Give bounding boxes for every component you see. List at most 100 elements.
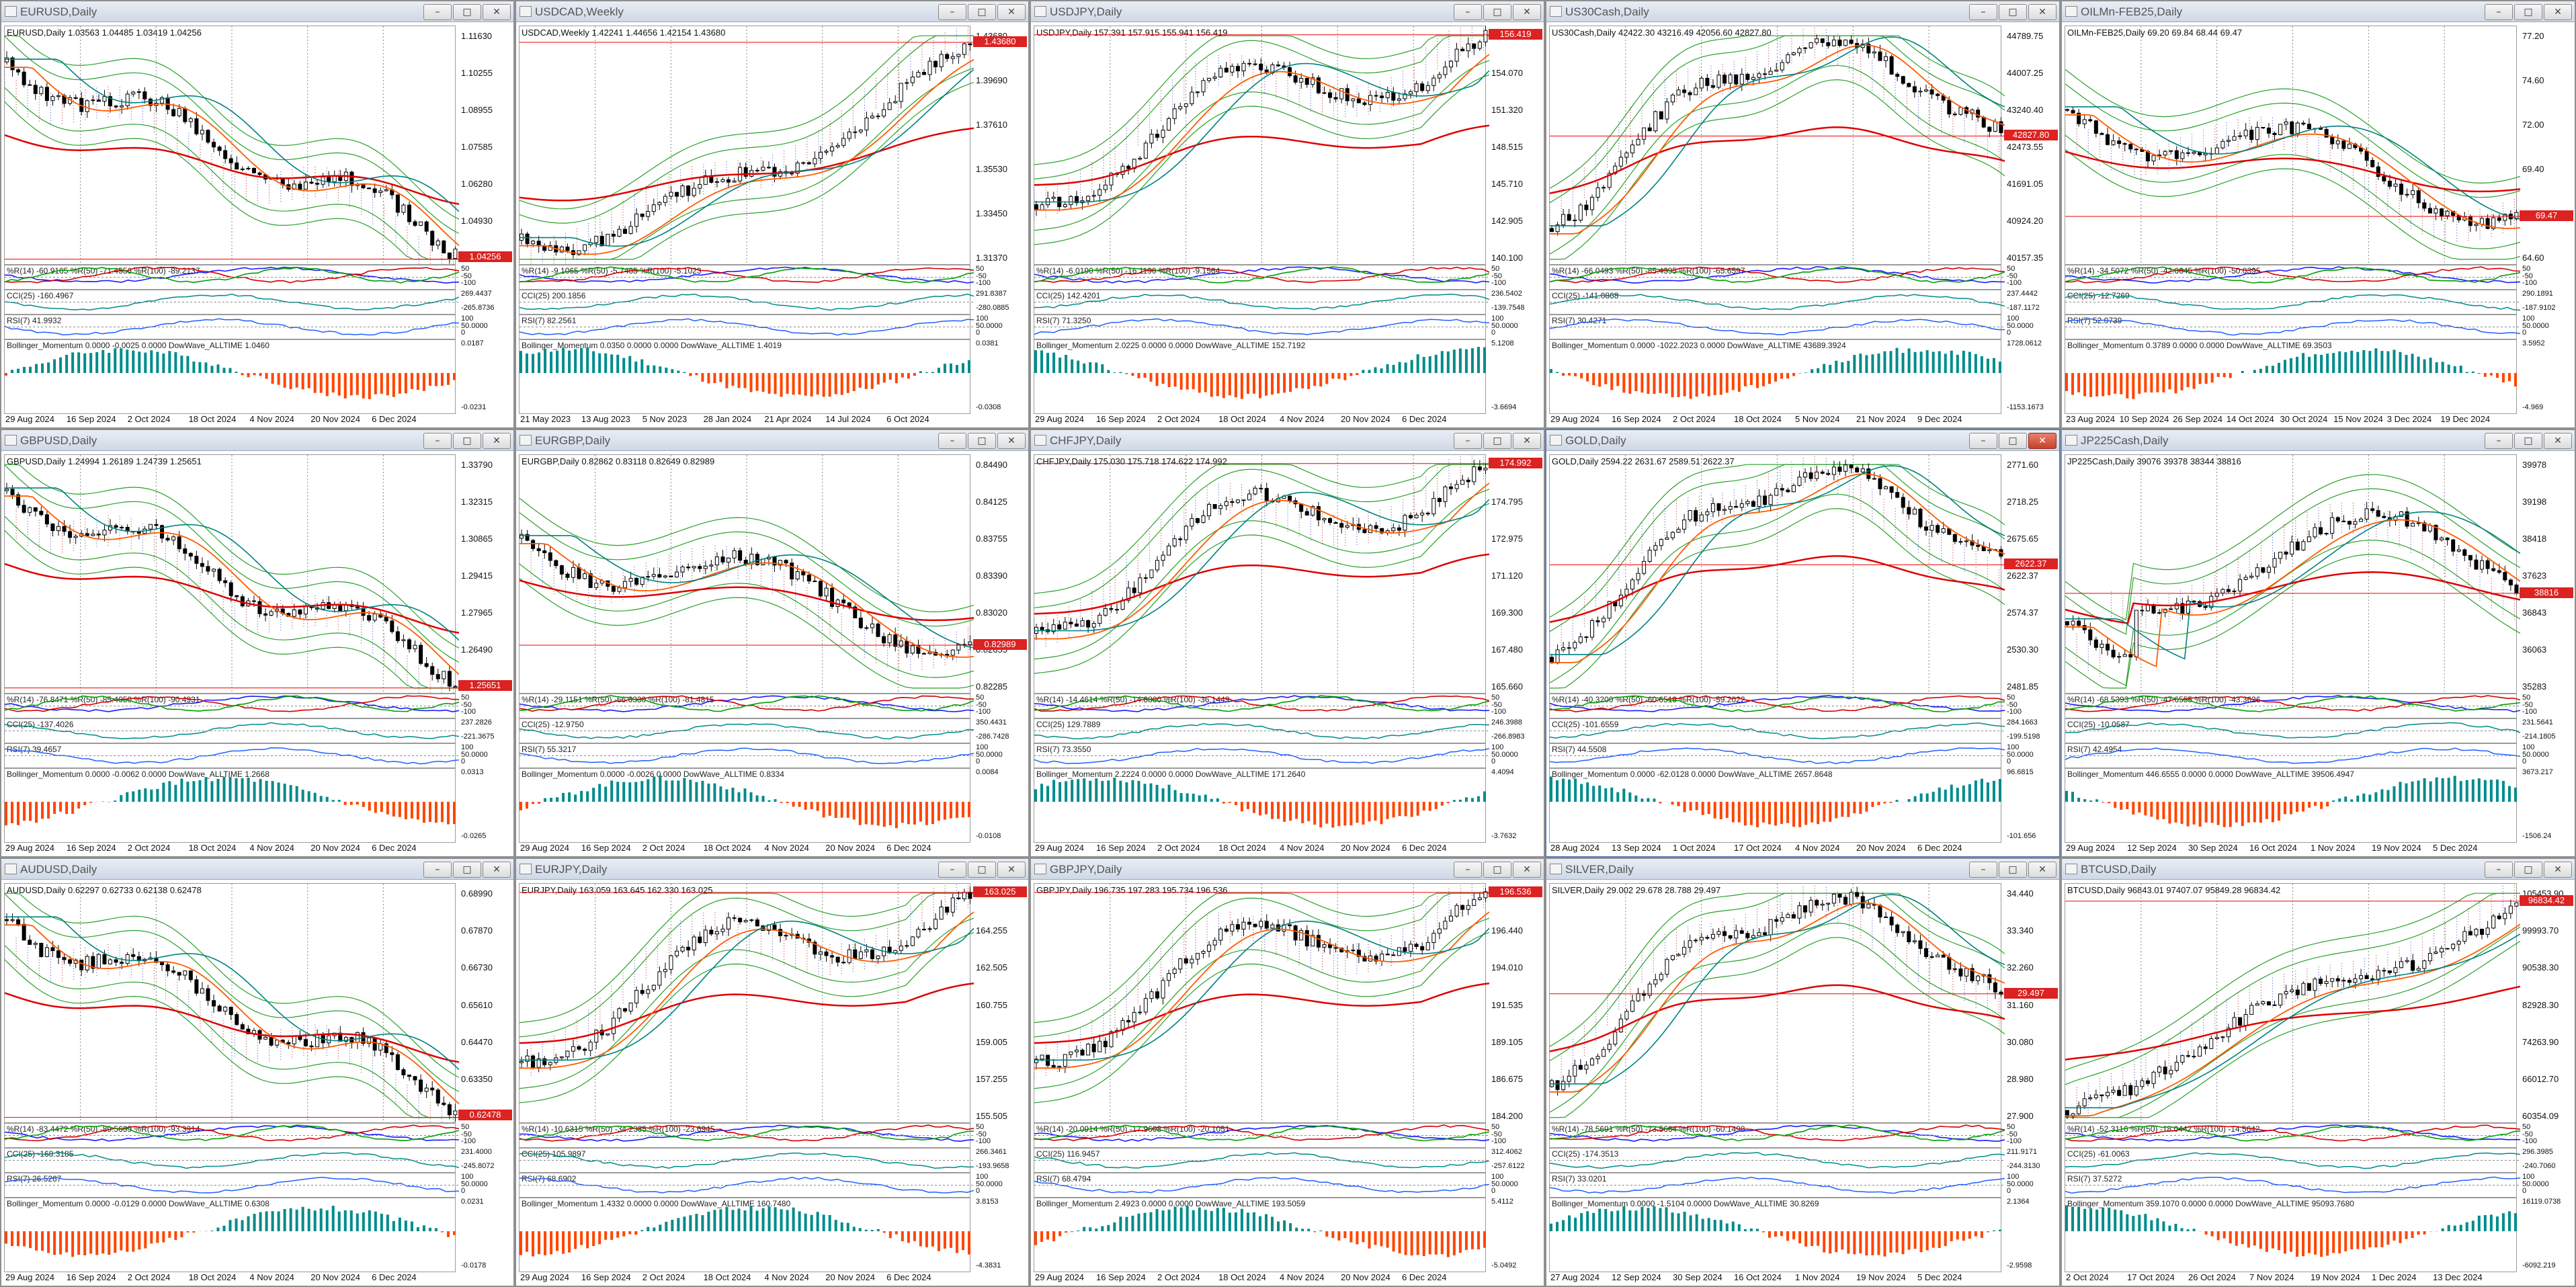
cci-pane[interactable]: CCI(25) -141.0868 bbox=[1549, 290, 2005, 315]
close-button[interactable]: ✕ bbox=[2028, 4, 2056, 20]
rsi-pane[interactable]: RSI(7) 44.5508 bbox=[1549, 743, 2005, 768]
close-button[interactable]: ✕ bbox=[2544, 862, 2572, 878]
minimize-button[interactable]: – bbox=[938, 862, 966, 878]
minimize-button[interactable]: – bbox=[2485, 433, 2513, 449]
momentum-pane[interactable]: Bollinger_Momentum 446.6555 0.0000 0.000… bbox=[2065, 768, 2517, 843]
rsi-pane[interactable]: RSI(7) 30.4271 bbox=[1549, 315, 2005, 339]
chart-window-audusd[interactable]: AUDUSD,Daily – □ ✕ AUDUSD,Daily 0.62297 0.62… bbox=[0, 858, 515, 1287]
close-button[interactable]: ✕ bbox=[1513, 433, 1541, 449]
williams-r-pane[interactable]: %R(14) -34.5072 %R(50) -42.6645 %R(100) … bbox=[2065, 265, 2520, 290]
window-titlebar[interactable]: EURJPY,Daily – □ ✕ bbox=[516, 859, 1028, 880]
momentum-pane[interactable]: Bollinger_Momentum 0.0000 -1022.2023 0.0… bbox=[1549, 339, 2001, 414]
restore-button[interactable]: □ bbox=[968, 862, 996, 878]
minimize-button[interactable]: – bbox=[1969, 4, 1997, 20]
price-chart[interactable]: EURJPY,Daily 163.059 163.645 162.330 163… bbox=[519, 883, 974, 1123]
cci-pane[interactable]: CCI(25) -174.3513 bbox=[1549, 1148, 2005, 1173]
price-chart[interactable]: USDCAD,Weekly 1.42241 1.44656 1.42154 1.… bbox=[519, 26, 974, 265]
cci-pane[interactable]: CCI(25) 142.4201 bbox=[1034, 290, 1489, 315]
momentum-pane[interactable]: Bollinger_Momentum 0.0000 -0.0026 0.0000… bbox=[519, 768, 970, 843]
restore-button[interactable]: □ bbox=[2514, 862, 2542, 878]
window-titlebar[interactable]: EURUSD,Daily – □ ✕ bbox=[1, 1, 513, 22]
price-chart[interactable]: SILVER,Daily 29.002 29.678 28.788 29.497 bbox=[1549, 883, 2005, 1123]
cci-pane[interactable]: CCI(25) 116.9457 bbox=[1034, 1148, 1489, 1173]
price-chart[interactable]: USDJPY,Daily 157.391 157.915 155.941 156… bbox=[1034, 26, 1489, 265]
rsi-pane[interactable]: RSI(7) 71.3250 bbox=[1034, 315, 1489, 339]
window-titlebar[interactable]: GBPJPY,Daily – □ ✕ bbox=[1031, 859, 1544, 880]
momentum-pane[interactable]: Bollinger_Momentum 2.0225 0.0000 0.0000 … bbox=[1034, 339, 1486, 414]
minimize-button[interactable]: – bbox=[423, 862, 452, 878]
rsi-pane[interactable]: RSI(7) 39.4657 bbox=[4, 743, 459, 768]
chart-window-usdjpy[interactable]: USDJPY,Daily – □ ✕ USDJPY,Daily 157.391 157.… bbox=[1030, 0, 1545, 429]
cci-pane[interactable]: CCI(25) -10.0587 bbox=[2065, 718, 2520, 743]
restore-button[interactable]: □ bbox=[453, 4, 481, 20]
momentum-pane[interactable]: Bollinger_Momentum 0.0000 -0.0129 0.0000… bbox=[4, 1198, 456, 1272]
restore-button[interactable]: □ bbox=[1483, 433, 1511, 449]
minimize-button[interactable]: – bbox=[423, 4, 452, 20]
momentum-pane[interactable]: Bollinger_Momentum 2.2224 0.0000 0.0000 … bbox=[1034, 768, 1486, 843]
close-button[interactable]: ✕ bbox=[2028, 862, 2056, 878]
restore-button[interactable]: □ bbox=[2514, 433, 2542, 449]
momentum-pane[interactable]: Bollinger_Momentum 2.4923 0.0000 0.0000 … bbox=[1034, 1198, 1486, 1272]
price-chart[interactable]: EURGBP,Daily 0.82862 0.83118 0.82649 0.8… bbox=[519, 454, 974, 694]
close-button[interactable]: ✕ bbox=[2544, 4, 2572, 20]
restore-button[interactable]: □ bbox=[968, 433, 996, 449]
williams-r-pane[interactable]: %R(14) -76.8471 %R(50) -85.4050 %R(100) … bbox=[4, 694, 459, 718]
chart-window-silver[interactable]: SILVER,Daily – □ ✕ SILVER,Daily 29.002 29.67… bbox=[1545, 858, 2061, 1287]
restore-button[interactable]: □ bbox=[1483, 4, 1511, 20]
chart-window-eurjpy[interactable]: EURJPY,Daily – □ ✕ EURJPY,Daily 163.059 163.… bbox=[515, 858, 1030, 1287]
price-chart[interactable]: GBPJPY,Daily 196.735 197.283 195.734 196… bbox=[1034, 883, 1489, 1123]
price-chart[interactable]: CHFJPY,Daily 175.030 175.718 174.622 174… bbox=[1034, 454, 1489, 694]
restore-button[interactable]: □ bbox=[453, 433, 481, 449]
restore-button[interactable]: □ bbox=[2514, 4, 2542, 20]
cci-pane[interactable]: CCI(25) -12.7269 bbox=[2065, 290, 2520, 315]
chart-window-us30cash[interactable]: US30Cash,Daily – □ ✕ US30Cash,Daily 42422.30… bbox=[1545, 0, 2061, 429]
williams-r-pane[interactable]: %R(14) -68.5393 %R(50) -47.6555 %R(100) … bbox=[2065, 694, 2520, 718]
close-button[interactable]: ✕ bbox=[1513, 862, 1541, 878]
close-button[interactable]: ✕ bbox=[483, 4, 511, 20]
williams-r-pane[interactable]: %R(14) -78.5691 %R(50) -73.5664 %R(100) … bbox=[1549, 1123, 2005, 1148]
window-titlebar[interactable]: EURGBP,Daily – □ ✕ bbox=[516, 430, 1028, 451]
window-titlebar[interactable]: US30Cash,Daily – □ ✕ bbox=[1546, 1, 2059, 22]
close-button[interactable]: ✕ bbox=[997, 4, 1026, 20]
chart-window-usdcad[interactable]: USDCAD,Weekly – □ ✕ USDCAD,Weekly 1.42241 1.… bbox=[515, 0, 1030, 429]
cci-pane[interactable]: CCI(25) -101.6559 bbox=[1549, 718, 2005, 743]
chart-window-eurgbp[interactable]: EURGBP,Daily – □ ✕ EURGBP,Daily 0.82862 0.83… bbox=[515, 429, 1030, 858]
cci-pane[interactable]: CCI(25) 200.1856 bbox=[519, 290, 974, 315]
close-button[interactable]: ✕ bbox=[2544, 433, 2572, 449]
close-button[interactable]: ✕ bbox=[997, 433, 1026, 449]
chart-window-gbpjpy[interactable]: GBPJPY,Daily – □ ✕ GBPJPY,Daily 196.735 197.… bbox=[1030, 858, 1545, 1287]
window-titlebar[interactable]: AUDUSD,Daily – □ ✕ bbox=[1, 859, 513, 880]
rsi-pane[interactable]: RSI(7) 26.5267 bbox=[4, 1173, 459, 1198]
momentum-pane[interactable]: Bollinger_Momentum 0.0000 -0.0025 0.0000… bbox=[4, 339, 456, 414]
restore-button[interactable]: □ bbox=[1999, 433, 2027, 449]
window-titlebar[interactable]: GOLD,Daily – □ ✕ bbox=[1546, 430, 2059, 451]
price-chart[interactable]: GOLD,Daily 2594.22 2631.67 2589.51 2622.… bbox=[1549, 454, 2005, 694]
price-chart[interactable]: AUDUSD,Daily 0.62297 0.62733 0.62138 0.6… bbox=[4, 883, 459, 1123]
williams-r-pane[interactable]: %R(14) -9.1065 %R(50) -5.7485 %R(100) -5… bbox=[519, 265, 974, 290]
minimize-button[interactable]: – bbox=[1969, 433, 1997, 449]
price-chart[interactable]: BTCUSD,Daily 96843.01 97407.07 95849.28 … bbox=[2065, 883, 2520, 1123]
williams-r-pane[interactable]: %R(14) -83.4472 %R(50) -89.5639 %R(100) … bbox=[4, 1123, 459, 1148]
momentum-pane[interactable]: Bollinger_Momentum 1.4332 0.0000 0.0000 … bbox=[519, 1198, 970, 1272]
momentum-pane[interactable]: Bollinger_Momentum 0.0000 -1.5104 0.0000… bbox=[1549, 1198, 2001, 1272]
rsi-pane[interactable]: RSI(7) 42.4954 bbox=[2065, 743, 2520, 768]
price-chart[interactable]: EURUSD,Daily 1.03563 1.04485 1.03419 1.0… bbox=[4, 26, 459, 265]
williams-r-pane[interactable]: %R(14) -40.3200 %R(50) -60.6519 %R(100) … bbox=[1549, 694, 2005, 718]
restore-button[interactable]: □ bbox=[1999, 862, 2027, 878]
minimize-button[interactable]: – bbox=[2485, 862, 2513, 878]
minimize-button[interactable]: – bbox=[1454, 433, 1482, 449]
williams-r-pane[interactable]: %R(14) -20.0914 %R(50) -17.9608 %R(100) … bbox=[1034, 1123, 1489, 1148]
minimize-button[interactable]: – bbox=[1969, 862, 1997, 878]
rsi-pane[interactable]: RSI(7) 68.6902 bbox=[519, 1173, 974, 1198]
cci-pane[interactable]: CCI(25) 105.9897 bbox=[519, 1148, 974, 1173]
rsi-pane[interactable]: RSI(7) 55.3217 bbox=[519, 743, 974, 768]
window-titlebar[interactable]: BTCUSD,Daily – □ ✕ bbox=[2062, 859, 2575, 880]
window-titlebar[interactable]: OILMn-FEB25,Daily – □ ✕ bbox=[2062, 1, 2575, 22]
rsi-pane[interactable]: RSI(7) 33.0201 bbox=[1549, 1173, 2005, 1198]
restore-button[interactable]: □ bbox=[1999, 4, 2027, 20]
williams-r-pane[interactable]: %R(14) -14.4614 %R(50) -14.8800 %R(100) … bbox=[1034, 694, 1489, 718]
chart-window-jp225cash[interactable]: JP225Cash,Daily – □ ✕ JP225Cash,Daily 39076 … bbox=[2061, 429, 2576, 858]
rsi-pane[interactable]: RSI(7) 82.2561 bbox=[519, 315, 974, 339]
restore-button[interactable]: □ bbox=[968, 4, 996, 20]
cci-pane[interactable]: CCI(25) -137.4026 bbox=[4, 718, 459, 743]
